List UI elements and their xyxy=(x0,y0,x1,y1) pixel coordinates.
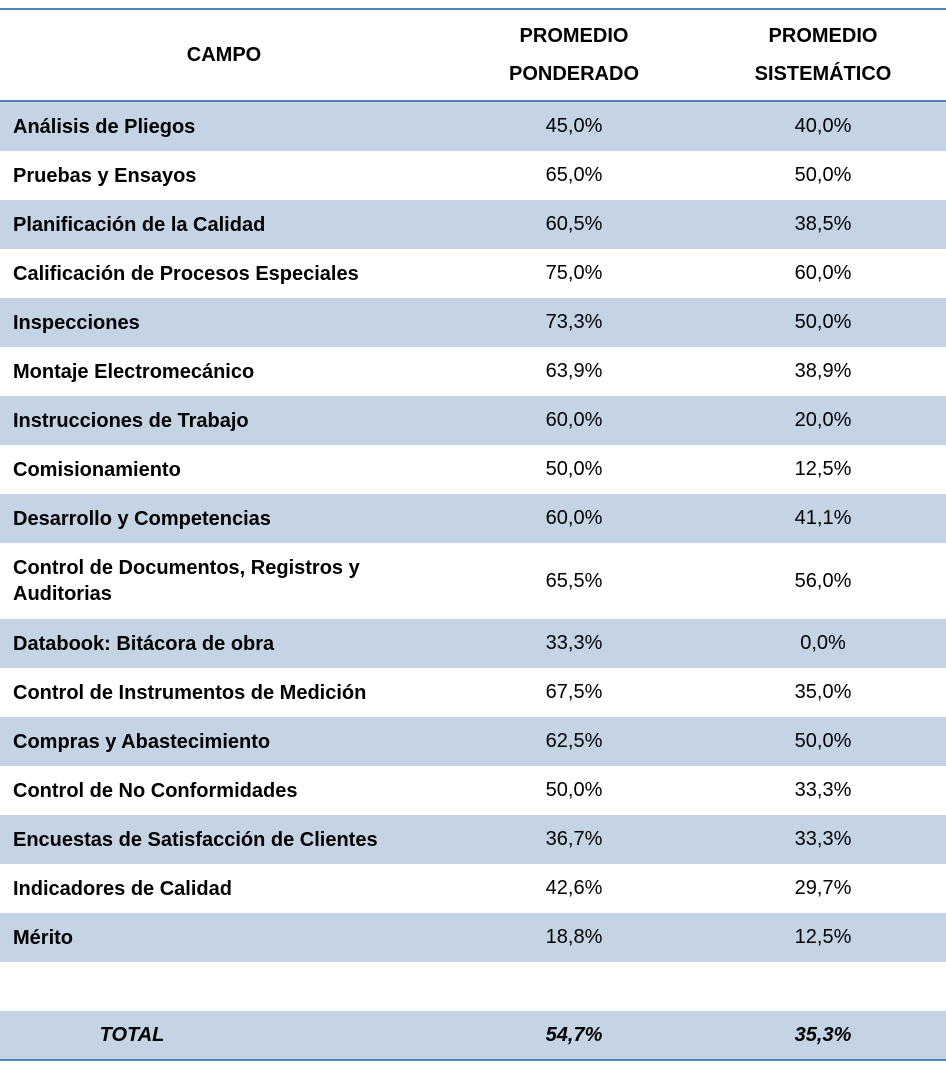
row-sistematico: 40,0% xyxy=(794,115,852,137)
row-sistematico: 41,1% xyxy=(794,507,852,529)
table-row: Montaje Electromecánico 63,9% 38,9% xyxy=(0,347,946,396)
row-campo: Indicadores de Calidad xyxy=(13,877,232,900)
row-ponderado: 45,0% xyxy=(545,115,603,137)
row-campo: Comisionamiento xyxy=(13,458,181,481)
row-campo: Control de No Conformidades xyxy=(13,779,298,802)
row-ponderado: 73,3% xyxy=(545,311,603,333)
row-campo: Control de Documentos, Registros y Audit… xyxy=(13,557,360,605)
row-ponderado: 50,0% xyxy=(545,779,603,801)
row-sistematico: 50,0% xyxy=(794,311,852,333)
row-ponderado: 36,7% xyxy=(545,828,603,850)
row-campo: Pruebas y Ensayos xyxy=(13,164,197,187)
row-ponderado: 50,0% xyxy=(545,458,603,480)
table-row: Encuestas de Satisfacción de Clientes 36,… xyxy=(0,815,946,864)
row-campo: Análisis de Pliegos xyxy=(13,115,196,138)
table-row: Control de Documentos, Registros y Audit… xyxy=(0,543,946,619)
row-campo: Mérito xyxy=(13,926,73,949)
table-row: Pruebas y Ensayos 65,0% 50,0% xyxy=(0,151,946,200)
row-ponderado: 60,0% xyxy=(545,409,603,431)
table-row: Control de Instrumentos de Medición 67,5%… xyxy=(0,668,946,717)
row-ponderado: 67,5% xyxy=(545,681,603,703)
row-ponderado: 65,0% xyxy=(545,164,603,186)
header-ponderado-line1: PROMEDIO xyxy=(519,25,629,47)
row-sistematico: 60,0% xyxy=(794,262,852,284)
row-ponderado: 42,6% xyxy=(545,877,603,899)
row-sistematico: 12,5% xyxy=(794,458,852,480)
row-campo: Instrucciones de Trabajo xyxy=(13,409,249,432)
table-row: Calificación de Procesos Especiales 75,0%… xyxy=(0,249,946,298)
table-row: Inspecciones 73,3% 50,0% xyxy=(0,298,946,347)
table-body: Análisis de Pliegos 45,0% 40,0% Pruebas y E… xyxy=(0,102,946,962)
blank-row xyxy=(0,962,946,1011)
row-ponderado: 18,8% xyxy=(545,926,603,948)
row-sistematico: 50,0% xyxy=(794,730,852,752)
table-row: Análisis de Pliegos 45,0% 40,0% xyxy=(0,102,946,151)
row-sistematico: 56,0% xyxy=(794,569,852,592)
total-ponderado: 54,7% xyxy=(545,1023,603,1046)
row-ponderado: 60,5% xyxy=(545,213,603,235)
header-campo: CAMPO xyxy=(186,44,262,66)
row-campo: Databook: Bitácora de obra xyxy=(13,632,275,655)
row-ponderado: 33,3% xyxy=(545,632,603,654)
row-ponderado: 75,0% xyxy=(545,262,603,284)
total-sistematico: 35,3% xyxy=(794,1023,852,1046)
row-sistematico: 50,0% xyxy=(794,164,852,186)
row-sistematico: 20,0% xyxy=(794,409,852,431)
row-campo: Compras y Abastecimiento xyxy=(13,730,271,753)
row-sistematico: 33,3% xyxy=(794,779,852,801)
row-sistematico: 38,9% xyxy=(794,360,852,382)
row-campo: Montaje Electromecánico xyxy=(13,360,255,383)
row-sistematico: 12,5% xyxy=(794,926,852,948)
results-table: CAMPO PROMEDIO PONDERADO PROMEDIO SISTEM… xyxy=(0,8,946,1061)
table-row: Mérito 18,8% 12,5% xyxy=(0,913,946,962)
row-campo: Control de Instrumentos de Medición xyxy=(13,681,367,704)
table-row: Databook: Bitácora de obra 33,3% 0,0% xyxy=(0,619,946,668)
row-sistematico: 0,0% xyxy=(800,632,846,654)
row-sistematico: 38,5% xyxy=(794,213,852,235)
table-row: Control de No Conformidades 50,0% 33,3% xyxy=(0,766,946,815)
table-row: Indicadores de Calidad 42,6% 29,7% xyxy=(0,864,946,913)
header-promedio-ponderado: PROMEDIO PONDERADO xyxy=(448,10,700,100)
header-ponderado-line2: PONDERADO xyxy=(508,63,639,85)
row-campo: Planificación de la Calidad xyxy=(13,213,266,236)
row-ponderado: 62,5% xyxy=(545,730,603,752)
row-sistematico: 29,7% xyxy=(794,877,852,899)
table-row: Instrucciones de Trabajo 60,0% 20,0% xyxy=(0,396,946,445)
row-ponderado: 63,9% xyxy=(545,360,603,382)
row-sistematico: 35,0% xyxy=(794,681,852,703)
total-label: TOTAL xyxy=(99,1023,165,1046)
table-header: CAMPO PROMEDIO PONDERADO PROMEDIO SISTEM… xyxy=(0,8,946,102)
row-sistematico: 33,3% xyxy=(794,828,852,850)
row-ponderado: 65,5% xyxy=(545,569,603,592)
table-row: Compras y Abastecimiento 62,5% 50,0% xyxy=(0,717,946,766)
row-ponderado: 60,0% xyxy=(545,507,603,529)
total-row: TOTAL 54,7% 35,3% xyxy=(0,1011,946,1061)
header-sistematico-line2: SISTEMÁTICO xyxy=(754,63,892,85)
row-campo: Calificación de Procesos Especiales xyxy=(13,262,359,285)
row-campo: Inspecciones xyxy=(13,311,140,334)
table-row: Planificación de la Calidad 60,5% 38,5% xyxy=(0,200,946,249)
header-sistematico-line1: PROMEDIO xyxy=(768,25,878,47)
table-row: Comisionamiento 50,0% 12,5% xyxy=(0,445,946,494)
row-campo: Encuestas de Satisfacción de Clientes xyxy=(13,828,378,851)
row-campo: Desarrollo y Competencias xyxy=(13,507,271,530)
table-row: Desarrollo y Competencias 60,0% 41,1% xyxy=(0,494,946,543)
header-promedio-sistematico: PROMEDIO SISTEMÁTICO xyxy=(700,10,946,100)
